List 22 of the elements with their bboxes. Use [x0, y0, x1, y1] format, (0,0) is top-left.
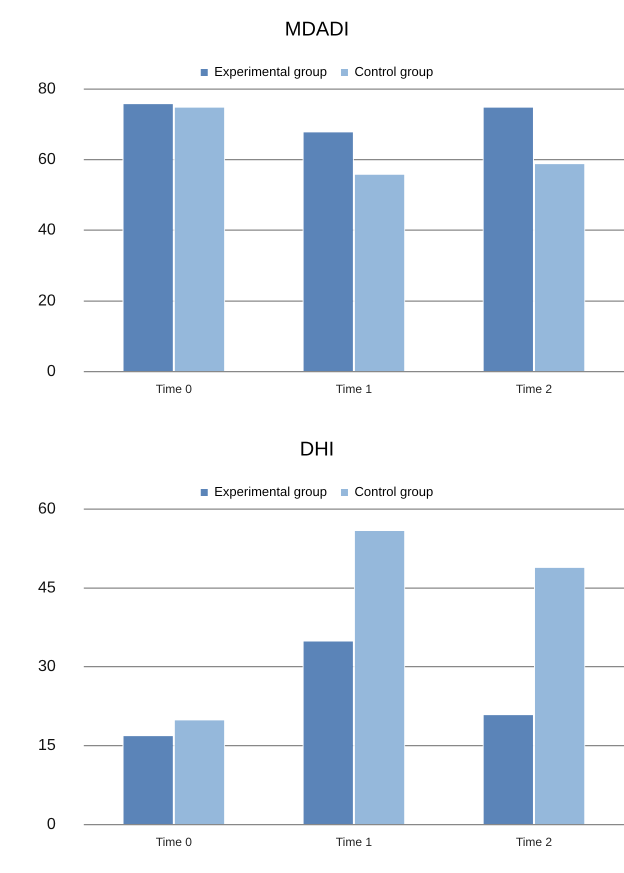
legend-label: Control group — [354, 484, 434, 500]
legend-label: Control group — [354, 64, 434, 80]
x-tick-label: Time 2 — [516, 835, 552, 850]
x-tick-label: Time 0 — [156, 382, 192, 396]
legend-label: Experimental group — [214, 64, 327, 80]
x-tick-label: Time 1 — [336, 382, 372, 396]
x-tick-label: Time 0 — [156, 835, 192, 850]
chart-title: DHI — [300, 438, 334, 461]
y-tick-label: 80 — [38, 80, 56, 98]
legend-label: Experimental group — [214, 484, 327, 500]
y-tick-label: 0 — [46, 816, 56, 834]
y-tick-label: 15 — [38, 737, 56, 754]
y-tick-label: 40 — [38, 222, 56, 239]
y-tick-label: 0 — [46, 363, 56, 380]
y-tick-label: 60 — [38, 151, 56, 168]
chart-title: MDADI — [284, 18, 350, 41]
x-tick-label: Time 2 — [516, 382, 552, 396]
y-tick-label: 45 — [38, 579, 56, 596]
y-tick-label: 60 — [38, 500, 56, 518]
y-tick-label: 20 — [38, 292, 56, 310]
x-tick-label: Time 1 — [336, 835, 372, 850]
y-tick-label: 30 — [38, 658, 56, 676]
